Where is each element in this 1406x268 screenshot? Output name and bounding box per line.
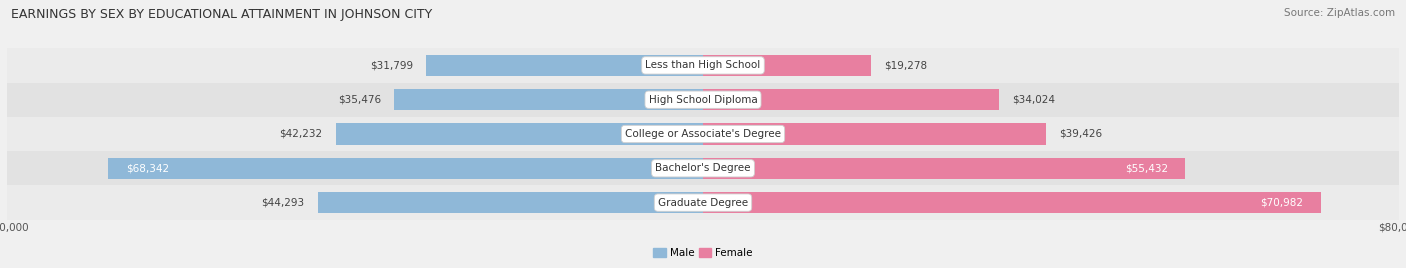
Text: $42,232: $42,232 — [280, 129, 322, 139]
Bar — [703, 158, 1185, 179]
Text: Bachelor's Degree: Bachelor's Degree — [655, 163, 751, 173]
Bar — [336, 123, 703, 145]
Text: Source: ZipAtlas.com: Source: ZipAtlas.com — [1284, 8, 1395, 18]
Text: $39,426: $39,426 — [1059, 129, 1102, 139]
Bar — [318, 192, 703, 213]
Bar — [394, 89, 703, 110]
Text: $68,342: $68,342 — [127, 163, 169, 173]
Bar — [703, 89, 1000, 110]
Text: $55,432: $55,432 — [1125, 163, 1168, 173]
Text: $34,024: $34,024 — [1012, 95, 1054, 105]
Bar — [108, 158, 703, 179]
Text: $19,278: $19,278 — [884, 60, 927, 70]
Text: EARNINGS BY SEX BY EDUCATIONAL ATTAINMENT IN JOHNSON CITY: EARNINGS BY SEX BY EDUCATIONAL ATTAINMEN… — [11, 8, 433, 21]
Text: College or Associate's Degree: College or Associate's Degree — [626, 129, 780, 139]
Text: $31,799: $31,799 — [370, 60, 413, 70]
Text: Less than High School: Less than High School — [645, 60, 761, 70]
Text: High School Diploma: High School Diploma — [648, 95, 758, 105]
Bar — [7, 83, 1399, 117]
Bar — [7, 185, 1399, 220]
Bar — [7, 151, 1399, 185]
Legend: Male, Female: Male, Female — [650, 244, 756, 263]
Bar — [7, 117, 1399, 151]
Bar — [426, 55, 703, 76]
Bar — [703, 192, 1320, 213]
Bar — [703, 123, 1046, 145]
Text: $44,293: $44,293 — [262, 198, 305, 208]
Text: Graduate Degree: Graduate Degree — [658, 198, 748, 208]
Text: $70,982: $70,982 — [1260, 198, 1303, 208]
Bar — [703, 55, 870, 76]
Text: $35,476: $35,476 — [339, 95, 381, 105]
Bar — [7, 48, 1399, 83]
